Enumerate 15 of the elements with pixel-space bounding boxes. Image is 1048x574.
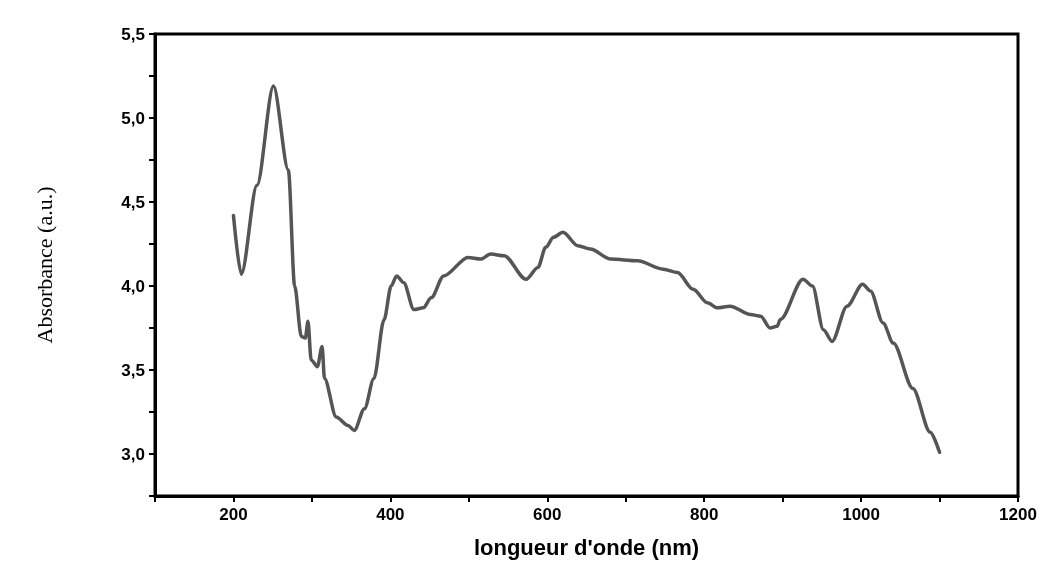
y-tick-label: 4,5 (121, 192, 145, 212)
x-axis-title: longueur d'onde (nm) (473, 534, 700, 560)
y-tick-label: 3,5 (121, 360, 145, 380)
x-tick-label: 600 (533, 505, 562, 524)
y-tick-label: 5,0 (121, 108, 145, 128)
x-tick-label: 800 (689, 505, 719, 524)
y-axis-title: Absorbance (a.u.) (31, 186, 57, 344)
x-tick-label: 200 (219, 505, 248, 524)
x-tick-label: 1200 (999, 505, 1037, 524)
x-tick-label: 400 (376, 505, 405, 524)
y-tick-label: 5,5 (121, 24, 145, 44)
line-series (231, 84, 942, 455)
y-tick-label: 3,0 (121, 444, 145, 464)
y-tick-label: 4,0 (121, 276, 145, 296)
x-tick-label: 1000 (842, 505, 880, 524)
